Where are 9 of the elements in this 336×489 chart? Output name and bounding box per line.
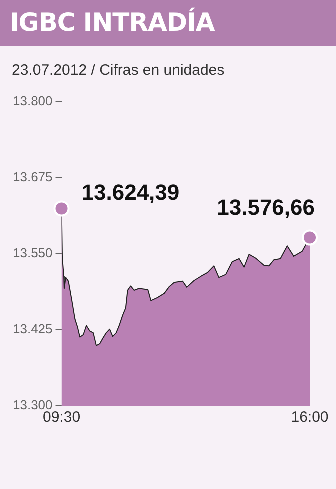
data-label: 13.624,39: [82, 180, 180, 205]
y-tick-label: 13.800: [12, 94, 53, 109]
y-tick-label: 13.675: [12, 170, 53, 185]
y-tick-label: 13.425: [12, 322, 53, 337]
x-tick-label: 16:00: [291, 409, 329, 426]
data-label: 13.576,66: [217, 194, 315, 220]
chart-title: IGBC INTRADÍA: [0, 0, 336, 46]
chart-subtitle: 23.07.2012 / Cifras en unidades: [12, 62, 225, 79]
y-tick-label: 13.550: [12, 246, 53, 261]
